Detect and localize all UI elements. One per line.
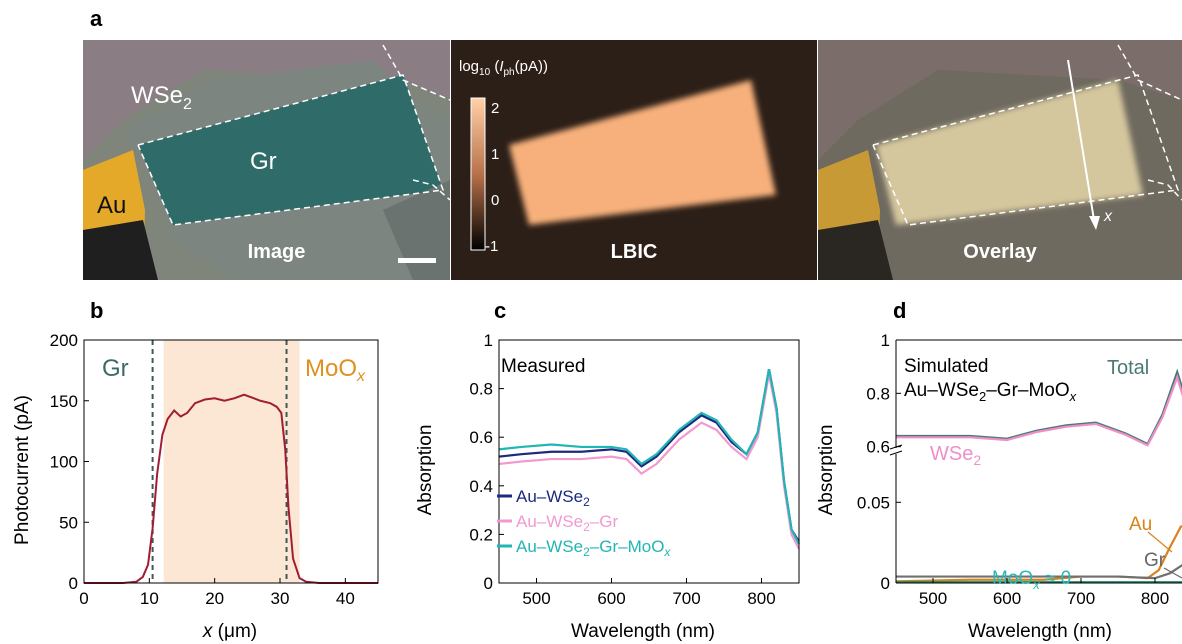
chart-photocurrent: 0 10 20 30 40 0 50 100 150 200 Gr MoOx Photocurre… (12, 331, 379, 642)
x-tick-label: 500 (919, 589, 947, 608)
absorption-series-line (498, 368, 800, 545)
shaded-region-moox (163, 340, 300, 583)
x-tick-label: 600 (597, 589, 625, 608)
lbic-image-art (451, 40, 817, 280)
caption-image: Image (247, 241, 306, 263)
caption-overlay: Overlay (963, 241, 1037, 263)
x-tick-label: 700 (672, 589, 700, 608)
y-tick-label: 0.6 (469, 428, 493, 447)
y-tick-label: 0.8 (469, 380, 493, 399)
label-wse2: WSe2 (131, 82, 192, 113)
x-tick-label: 40 (336, 589, 355, 608)
y-tick-label: 0.6 (866, 438, 890, 457)
x-tick-label: 10 (140, 589, 159, 608)
label-gr: Gr (1144, 550, 1166, 571)
panel-label-a: a (90, 6, 103, 31)
xlabel-d: Wavelength (nm) (968, 621, 1112, 642)
caption-lbic: LBIC (610, 241, 658, 263)
overlay-image-art (818, 40, 1182, 280)
colorbar-tick: 2 (491, 100, 500, 117)
colorbar-tick: 0 (491, 192, 500, 209)
chart-simulated-absorption: 500 600 700 800 0.6 0.8 1 0 0.05 Simulated Au–WS… (816, 331, 1182, 642)
subtitle-d: Au–WSe2–Gr–MoOx (904, 380, 1077, 404)
colorbar-label: log10 (Iph(pA)) (459, 58, 548, 78)
label-au: Au (97, 192, 127, 219)
legend-entry: Au–WSe2–Gr–MoOx (516, 537, 671, 559)
label-au: Au (1129, 514, 1152, 535)
y-tick-label: 200 (50, 331, 78, 350)
x-tick-label: 0 (79, 589, 88, 608)
simulated-upper-line (896, 373, 1182, 447)
x-tick-label: 20 (205, 589, 224, 608)
y-tick-label: 0.2 (469, 525, 493, 544)
microscope-image: WSe2 Gr Au Image (83, 40, 450, 280)
y-tick-label: 150 (50, 392, 78, 411)
y-tick-label: 100 (50, 453, 78, 472)
lbic-image: log10 (Iph(pA)) 2 1 0 -1 LBIC (451, 40, 817, 280)
xlabel-c: Wavelength (nm) (571, 621, 715, 642)
legend-entry: Au–WSe2–Gr (516, 512, 618, 534)
chart-measured-absorption: 500 600 700 800 0 0.2 0.4 0.6 0.8 1 Measured Au–W… (415, 331, 800, 642)
y-tick-label: 0 (881, 574, 890, 593)
colorbar-tick: -1 (485, 238, 499, 255)
overlay-axis-label: x (1104, 208, 1112, 225)
label-wse2: WSe2 (930, 443, 981, 468)
title-d: Simulated (904, 356, 989, 377)
simulated-lower-line (896, 564, 1182, 580)
panel-label-c: c (494, 298, 507, 323)
label-total: Total (1107, 357, 1149, 379)
photocurrent-line (84, 393, 378, 584)
x-tick-label: 800 (1141, 589, 1169, 608)
overlay-image: x Overlay (818, 40, 1182, 280)
gr-leader-line (1163, 567, 1182, 579)
label-moox: MoOx ≈ 0 (992, 568, 1071, 592)
y-tick-label: 0 (484, 574, 493, 593)
x-tick-label: 30 (271, 589, 290, 608)
y-tick-label: 1 (881, 331, 890, 350)
xlabel-b: x (μm) (202, 621, 257, 642)
axis-break-mark (889, 450, 903, 456)
ylabel-d: Absorption (816, 425, 837, 516)
axes-frame-c (498, 339, 800, 584)
x-tick-label: 800 (747, 589, 775, 608)
ylabel-c: Absorption (415, 425, 436, 516)
microscope-image-art (83, 40, 450, 280)
x-tick-label: 500 (522, 589, 550, 608)
au-leader-line (1147, 531, 1173, 553)
x-tick-label: 600 (993, 589, 1021, 608)
title-c: Measured (501, 356, 586, 377)
y-tick-label: 0.05 (857, 493, 890, 512)
panel-label-b: b (90, 298, 104, 323)
y-tick-label: 1 (484, 331, 493, 350)
annotation-moox: MoOx (305, 355, 366, 385)
ylabel-b: Photocurrent (pA) (12, 395, 33, 545)
y-tick-label: 0.4 (469, 477, 493, 496)
y-tick-label: 50 (59, 513, 78, 532)
x-tick-label: 700 (1067, 589, 1095, 608)
legend-entry: Au–WSe2 (516, 487, 590, 509)
colorbar-tick: 1 (491, 146, 500, 163)
y-tick-label: 0 (69, 574, 78, 593)
panel-label-d: d (893, 298, 907, 323)
annotation-gr: Gr (102, 355, 129, 382)
label-gr: Gr (250, 148, 277, 175)
y-tick-label: 0.8 (866, 384, 890, 403)
